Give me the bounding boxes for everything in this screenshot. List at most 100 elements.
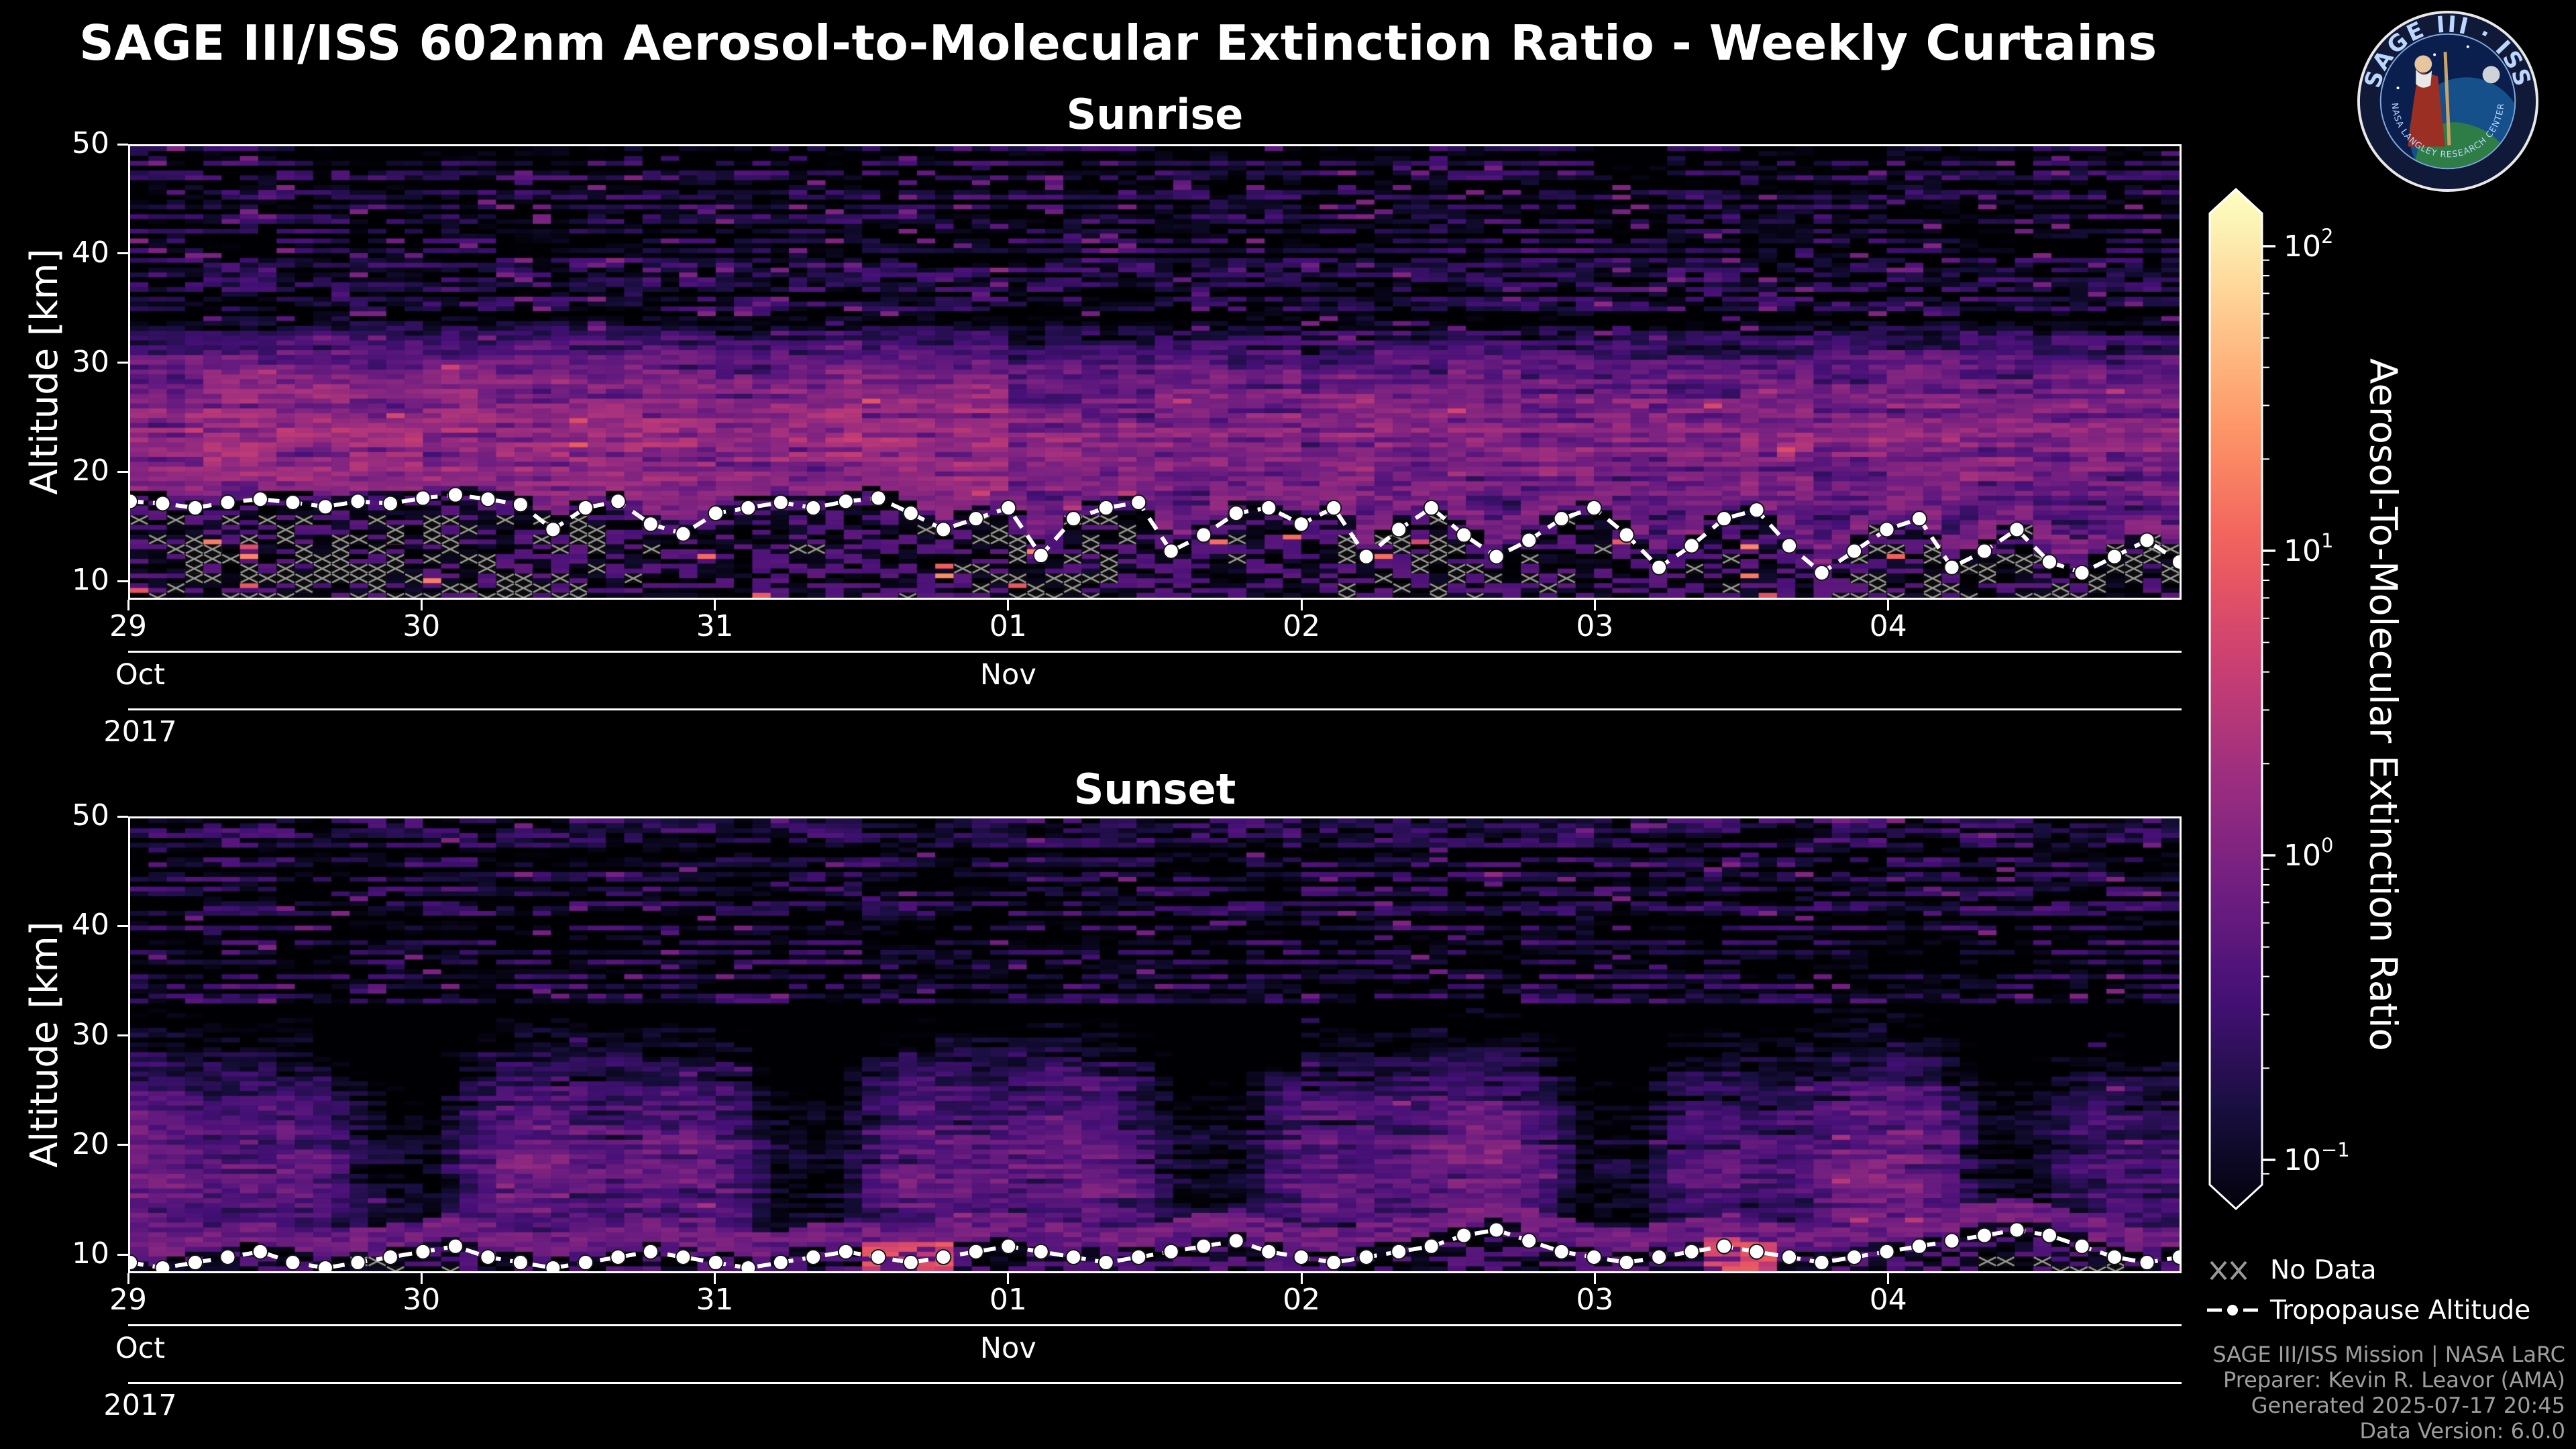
tropopause-marker (252, 1243, 268, 1260)
x-tick-mark (1593, 600, 1596, 610)
y-tick-label: 30 (72, 1017, 109, 1052)
y-tick-mark (117, 470, 128, 473)
tropopause-marker (350, 1254, 366, 1271)
tropopause-marker (642, 516, 659, 533)
y-tick-mark (117, 1144, 128, 1146)
tropopause-marker (707, 505, 724, 522)
tropopause-marker (382, 495, 398, 512)
tropopause-marker (415, 490, 431, 506)
tropopause-marker (1976, 1227, 1993, 1244)
tropopause-marker (2074, 564, 2090, 581)
x-tick-mark (714, 600, 716, 610)
tropopause-marker (1586, 1248, 1603, 1265)
logo-sage-beard (2416, 69, 2432, 88)
tropopause-marker (2074, 1238, 2090, 1254)
x-tick-label: 03 (1576, 1283, 1614, 1317)
tropopause-marker (1553, 1243, 1570, 1260)
year-axis-line (128, 708, 2182, 710)
x-tick-label: 29 (109, 609, 147, 643)
tropopause-marker (1358, 1248, 1375, 1265)
colorbar-tick-label: 102 (2284, 225, 2333, 264)
sunset-plot-area (128, 816, 2182, 1273)
tropopause-marker (1943, 559, 1960, 576)
credit-preparer: Preparer: Kevin R. Leavor (AMA) (2222, 1367, 2565, 1393)
legend-tropopause-label: Tropopause Altitude (2270, 1295, 2531, 1326)
y-tick-mark (117, 1253, 128, 1256)
tropopause-marker (480, 491, 496, 508)
logo-artwork (2396, 45, 2515, 168)
tropopause-marker (1488, 548, 1505, 565)
tropopause-marker (1293, 1248, 1309, 1265)
tropopause-marker (219, 494, 236, 511)
tropopause-marker (1651, 1248, 1668, 1265)
tropopause-marker (2139, 532, 2155, 549)
tropopause-marker (2008, 521, 2025, 538)
tropopause-marker (1391, 521, 1407, 538)
x-tick-label: 01 (989, 609, 1027, 643)
tropopause-marker (2106, 548, 2123, 565)
x-tick-mark (1887, 1273, 1890, 1284)
tropopause-marker (577, 1254, 594, 1271)
credit-generated: Generated 2025-07-17 20:45 (2251, 1393, 2565, 1418)
tropopause-marker (2008, 1222, 2025, 1238)
tropopause-marker (1683, 537, 1700, 554)
tropopause-marker (1586, 500, 1603, 517)
tropopause-marker (1521, 1232, 1538, 1249)
tropopause-marker (512, 496, 529, 513)
tropopause-marker (382, 1248, 398, 1265)
y-tick-mark (117, 1034, 128, 1037)
tropopause-marker (284, 1254, 301, 1271)
tropopause-marker (642, 1243, 659, 1260)
tropopause-marker (1911, 1238, 1928, 1254)
panel-title-sunrise: Sunrise (1066, 90, 1244, 139)
tropopause-marker (1065, 511, 1082, 527)
tropopause-marker (1618, 527, 1635, 543)
tropopause-marker (837, 1243, 854, 1260)
x-tick-label: 30 (402, 609, 441, 643)
credit-data-version: Data Version: 6.0.0 (2359, 1418, 2565, 1444)
tropopause-marker (447, 486, 464, 503)
y-tick-label: 10 (72, 563, 109, 598)
tropopause-marker (772, 494, 789, 511)
sunset-heatmap (130, 818, 2180, 1271)
tropopause-marker (447, 1238, 464, 1254)
logo-moon (2482, 66, 2500, 84)
tropopause-marker (1748, 502, 1765, 519)
tropopause-marker (1553, 511, 1570, 527)
tropopause-marker (1358, 548, 1375, 565)
sunrise-plot-area (128, 144, 2182, 600)
colorbar-tick-label: 10−1 (2284, 1138, 2350, 1177)
tropopause-marker (2106, 1248, 2123, 1265)
x-tick-label: 01 (989, 1283, 1027, 1317)
tropopause-marker (902, 505, 919, 522)
tropopause-marker (1000, 1238, 1017, 1254)
colorbar-tick-label: 100 (2284, 834, 2333, 873)
y-tick-label: 20 (72, 1126, 109, 1161)
tropopause-marker (1878, 1243, 1895, 1260)
panel-title-sunset: Sunset (1073, 765, 1236, 814)
tropopause-marker (130, 493, 138, 510)
tropopause-marker (1423, 1238, 1440, 1254)
tropopause-marker (610, 493, 627, 510)
tropopause-marker (870, 1248, 887, 1265)
tropopause-marker (1032, 1243, 1049, 1260)
tropopause-line (130, 1228, 2180, 1271)
y-tick-mark (117, 143, 128, 146)
x-tick-label: 29 (109, 1283, 147, 1317)
tropopause-marker (1293, 516, 1309, 533)
year-label: 2017 (103, 715, 177, 749)
tropopause-marker (1195, 527, 1212, 543)
y-tick-label: 40 (72, 908, 109, 943)
tropopause-marker (935, 1248, 952, 1265)
tropopause-marker (415, 1243, 431, 1260)
year-axis-line (128, 1382, 2182, 1384)
x-tick-mark (1007, 1273, 1010, 1284)
y-tick-mark (117, 924, 128, 927)
tropopause-marker (1130, 1248, 1147, 1265)
tropopause-marker (154, 1260, 171, 1271)
tropopause-marker (1097, 1254, 1114, 1271)
tropopause-marker (675, 525, 692, 542)
tropopause-marker (1748, 1243, 1765, 1260)
tropopause-marker (317, 498, 333, 515)
tropopause-marker (1195, 1238, 1212, 1254)
